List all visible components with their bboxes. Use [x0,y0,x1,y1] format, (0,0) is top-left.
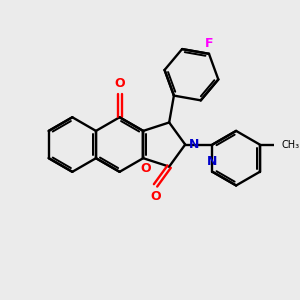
Text: F: F [205,37,213,50]
Text: N: N [189,138,199,151]
Text: CH₃: CH₃ [282,140,300,149]
Text: N: N [207,155,218,168]
Text: O: O [150,190,161,203]
Text: O: O [141,162,151,175]
Text: O: O [114,77,125,90]
